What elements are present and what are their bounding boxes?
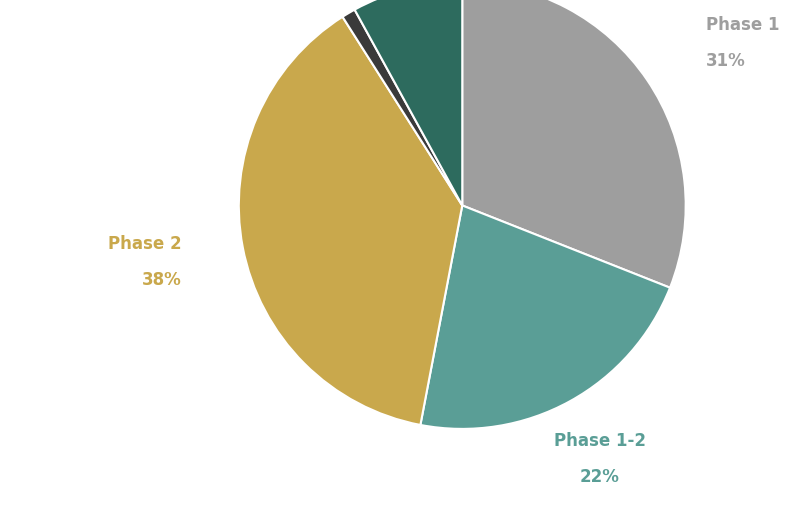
Wedge shape [239,18,462,425]
Text: 22%: 22% [580,467,620,485]
Wedge shape [343,11,462,206]
Wedge shape [462,0,685,288]
Text: 31%: 31% [706,52,746,70]
Text: Phase 2: Phase 2 [108,235,181,253]
Text: Phase 1-2: Phase 1-2 [554,432,646,449]
Text: Phase 1: Phase 1 [706,16,779,34]
Wedge shape [420,206,670,429]
Text: 38%: 38% [142,271,181,288]
Wedge shape [355,0,462,206]
